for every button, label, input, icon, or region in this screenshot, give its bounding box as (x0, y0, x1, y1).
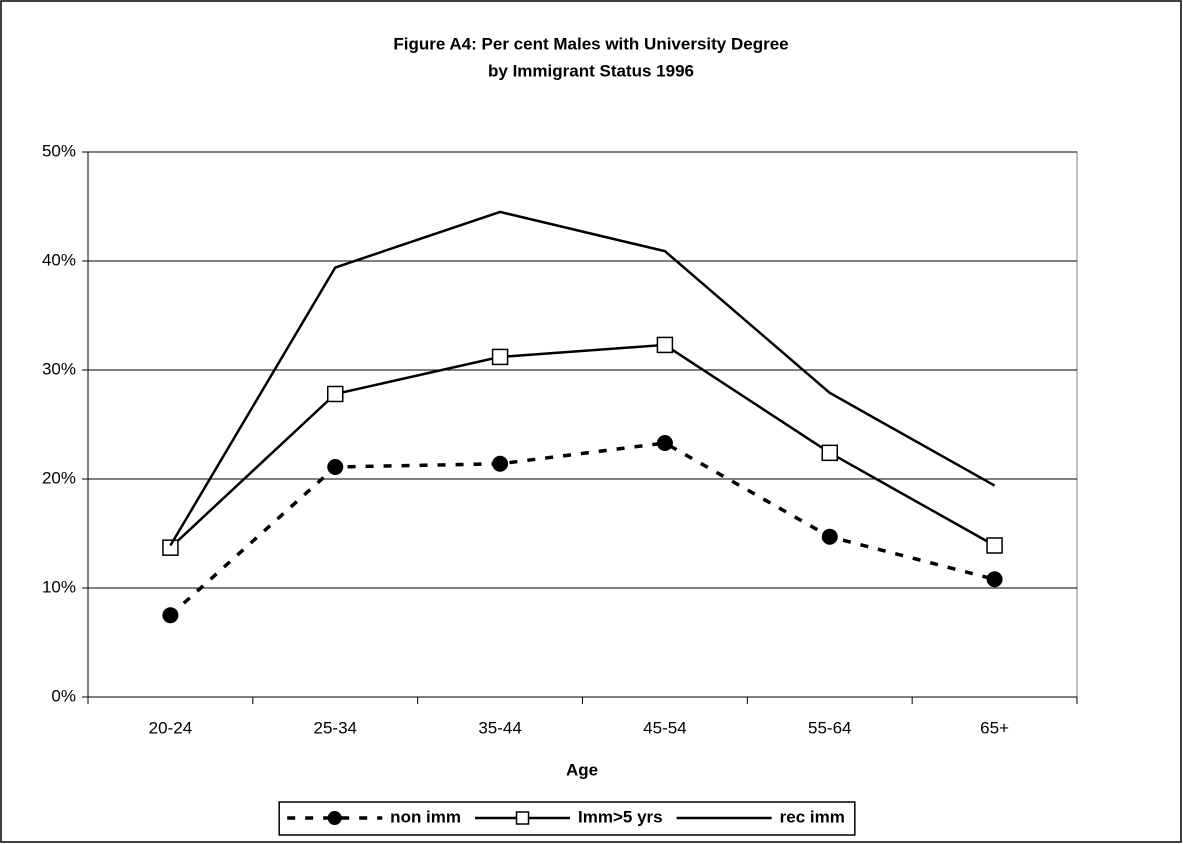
x-tick-label: 35-44 (478, 718, 521, 737)
y-tick-label: 50% (42, 141, 76, 160)
y-tick-label: 0% (51, 686, 76, 705)
marker (327, 385, 344, 403)
marker (986, 571, 1003, 588)
marker (656, 435, 673, 452)
marker (656, 336, 674, 354)
marker (492, 455, 509, 472)
series-line (169, 343, 996, 549)
x-tick-label: 20-24 (149, 718, 192, 737)
x-tick-label: 65+ (980, 718, 1009, 737)
marker (327, 459, 344, 476)
legend: non imm Imm>5 yrs rec imm (278, 801, 856, 836)
chart-title: Figure A4: Per cent Males with Universit… (393, 34, 788, 53)
legend-marker (327, 811, 342, 825)
x-tick-label: 55-64 (808, 718, 851, 737)
marker (162, 607, 179, 624)
x-axis-label: Age (566, 760, 598, 779)
series-line (169, 210, 996, 547)
legend-label: Imm>5 yrs (578, 807, 663, 826)
legend-marker (515, 811, 530, 825)
x-tick-label: 45-54 (643, 718, 686, 737)
marker (821, 528, 838, 545)
y-tick-label: 20% (42, 468, 76, 487)
y-tick-label: 40% (42, 250, 76, 269)
legend-label: rec imm (780, 807, 845, 826)
marker (986, 537, 1003, 554)
marker (821, 444, 838, 462)
x-tick-label: 25-34 (314, 718, 357, 737)
series-line (169, 441, 996, 617)
marker (491, 348, 509, 366)
marker (162, 539, 179, 556)
legend-label: non imm (390, 807, 461, 826)
y-tick-label: 10% (42, 577, 76, 596)
y-tick-label: 30% (42, 359, 76, 378)
chart-subtitle: by Immigrant Status 1996 (488, 61, 694, 80)
